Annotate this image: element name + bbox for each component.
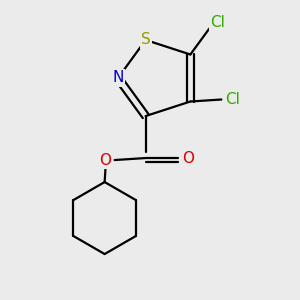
Text: Cl: Cl <box>225 92 240 107</box>
Text: Cl: Cl <box>210 15 225 30</box>
Text: N: N <box>112 70 124 86</box>
Text: S: S <box>141 32 151 47</box>
Text: O: O <box>182 151 194 166</box>
Text: O: O <box>99 152 111 167</box>
